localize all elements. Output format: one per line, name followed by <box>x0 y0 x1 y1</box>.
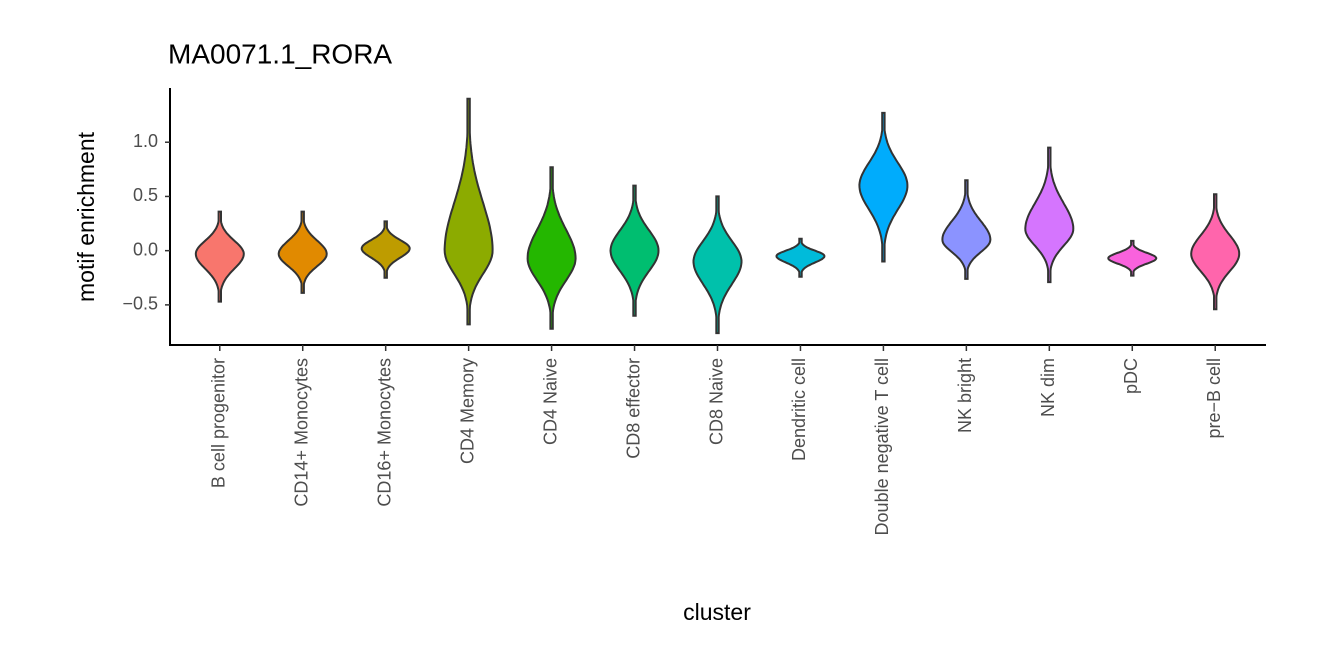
violin <box>360 220 411 279</box>
violin <box>526 166 577 330</box>
violin <box>941 179 992 280</box>
x-tick-label: pDC <box>1121 358 1141 394</box>
y-axis-label: motif enrichment <box>73 131 99 302</box>
chart-title: MA0071.1_RORA <box>168 38 392 69</box>
violin <box>1190 193 1241 311</box>
y-tick-label: 1.0 <box>133 131 158 151</box>
x-tick-label: CD4 Naive <box>540 358 560 445</box>
violin <box>1024 146 1075 284</box>
violin <box>194 210 245 303</box>
violin <box>609 184 660 317</box>
violin <box>443 97 494 326</box>
violin <box>277 210 328 294</box>
y-tick-label: 0.0 <box>133 239 158 259</box>
x-tick-label: pre−B cell <box>1204 358 1224 439</box>
x-tick-label: B cell progenitor <box>209 358 229 488</box>
x-tick-label: NK bright <box>955 358 975 433</box>
violin <box>858 111 909 263</box>
x-axis-label: cluster <box>683 599 751 625</box>
x-tick-label: CD8 effector <box>623 358 643 459</box>
violin <box>1107 239 1158 277</box>
x-tick-label: CD8 Naive <box>706 358 726 445</box>
x-tick-label: NK dim <box>1038 358 1058 417</box>
x-tick-label: CD16+ Monocytes <box>374 358 394 507</box>
y-tick-label: 0.5 <box>133 185 158 205</box>
violin <box>692 195 743 335</box>
x-tick-label: Double negative T cell <box>872 358 892 535</box>
y-tick-label: −0.5 <box>122 294 158 314</box>
x-tick-label: Dendritic cell <box>789 358 809 461</box>
violin <box>775 237 826 278</box>
x-tick-label: CD14+ Monocytes <box>291 358 311 507</box>
x-tick-label: CD4 Memory <box>457 358 477 464</box>
